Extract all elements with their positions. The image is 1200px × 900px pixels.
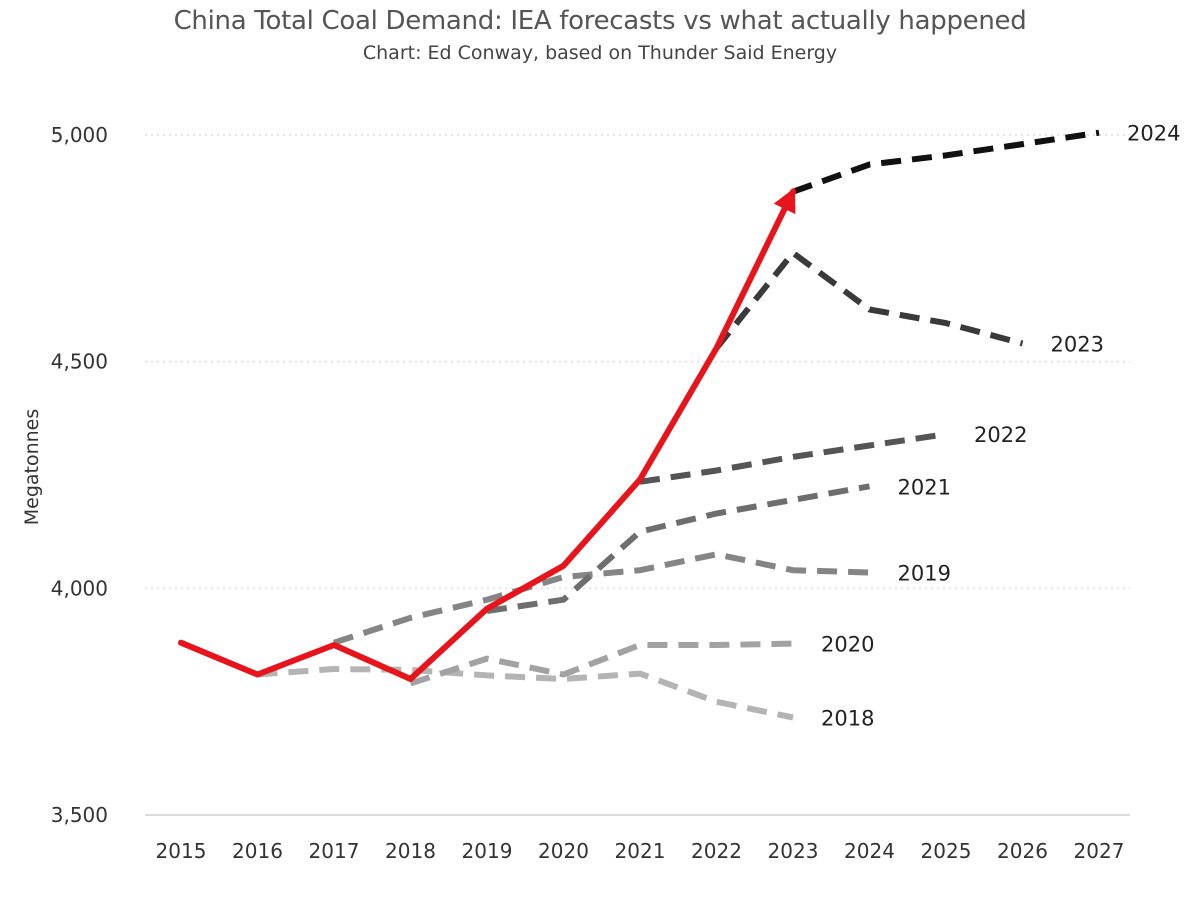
actual-line bbox=[178, 187, 796, 682]
series-line-2018 bbox=[257, 666, 794, 721]
x-tick-label: 2016 bbox=[232, 839, 283, 863]
axis-layer: 3,500 4,000 4,500 5,000 2015 2016 2017 2018 2019… bbox=[51, 123, 1130, 863]
series-line-2019 bbox=[333, 551, 870, 646]
x-tick-label: 2018 bbox=[385, 839, 436, 863]
series-label-2018: 2018 bbox=[821, 707, 874, 731]
x-tick-label: 2020 bbox=[538, 839, 589, 863]
series-line-2020 bbox=[409, 640, 794, 687]
grid-layer bbox=[145, 134, 1130, 589]
series-label-2023: 2023 bbox=[1051, 333, 1104, 357]
series-label-2019: 2019 bbox=[898, 561, 951, 585]
chart-title: China Total Coal Demand: IEA forecasts v… bbox=[173, 6, 1027, 36]
series-line-2021 bbox=[486, 483, 871, 614]
y-tick-label: 4,500 bbox=[51, 350, 108, 374]
series-line-2022 bbox=[639, 431, 947, 485]
series-layer bbox=[257, 129, 1100, 721]
x-tick-label: 2026 bbox=[997, 839, 1048, 863]
x-tick-label: 2024 bbox=[844, 839, 895, 863]
x-tick-label: 2017 bbox=[309, 839, 360, 863]
y-tick-label: 3,500 bbox=[51, 803, 108, 827]
x-tick-label: 2019 bbox=[462, 839, 513, 863]
y-tick-label: 4,000 bbox=[51, 576, 108, 600]
y-axis-label: Megatonnes bbox=[21, 409, 43, 526]
actual-layer bbox=[178, 187, 796, 682]
x-tick-label: 2025 bbox=[921, 839, 972, 863]
series-label-2024: 2024 bbox=[1127, 122, 1180, 146]
y-tick-label: 5,000 bbox=[51, 123, 108, 147]
x-tick-label: 2022 bbox=[691, 839, 742, 863]
series-label-2022: 2022 bbox=[974, 423, 1027, 447]
x-tick-label: 2023 bbox=[768, 839, 819, 863]
label-layer: 2018 2020 2019 2021 2022 2023 2024 bbox=[821, 122, 1180, 731]
chart-subtitle: Chart: Ed Conway, based on Thunder Said … bbox=[362, 42, 838, 64]
x-tick-label: 2015 bbox=[156, 839, 207, 863]
series-line-2023 bbox=[714, 249, 1024, 350]
series-line-2024 bbox=[791, 129, 1100, 195]
x-tick-label: 2021 bbox=[615, 839, 666, 863]
series-label-2021: 2021 bbox=[898, 475, 951, 499]
x-tick-label: 2027 bbox=[1074, 839, 1125, 863]
series-label-2020: 2020 bbox=[821, 633, 874, 657]
